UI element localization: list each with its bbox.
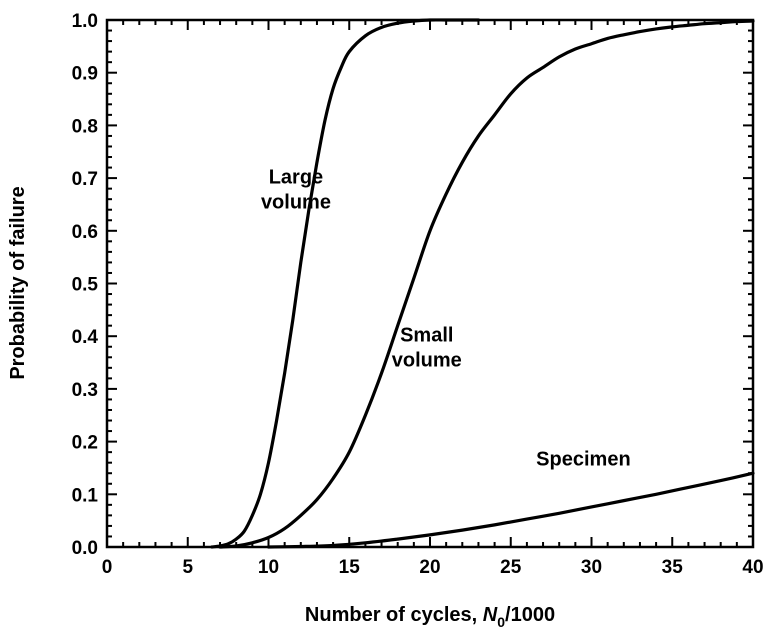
y-tick-label: 0.2 [72,433,98,454]
y-tick-labels: 0.0 0.1 0.2 0.3 0.4 0.5 0.6 0.7 0.8 0.9 1.0 [72,11,99,559]
curves-layer [210,18,755,549]
y-tick-label: 1.0 [72,11,98,32]
y-tick-label: 0.0 [72,538,98,559]
y-tick-label: 0.1 [72,485,99,506]
x-tick-label: 40 [742,557,763,578]
annotation-0: Large volume [261,166,331,213]
ticks-layer [107,20,753,547]
x-tick-label: 30 [581,557,602,578]
annotation-line: Small [400,324,453,346]
y-tick-label: 0.3 [72,380,98,401]
x-axis-label-text: Number of cycles, [305,604,483,626]
y-tick-label: 0.9 [72,64,98,85]
x-tick-label: 20 [419,557,440,578]
y-axis-label: Probability of failure [7,186,29,379]
x-tick-label: 15 [339,557,361,578]
series-line-0 [210,18,481,549]
y-tick-label: 0.5 [72,275,99,296]
annotation-line: volume [261,191,331,213]
annotation-1: Small volume [392,324,462,371]
x-tick-labels: 0 5 10 15 20 25 30 35 40 [102,557,764,578]
x-tick-label: 25 [500,557,522,578]
series-line-2 [266,471,755,549]
annotations-layer: Large volume Small volume Specimen [261,166,631,470]
annotation-line: volume [392,349,462,371]
x-axis-label: Number of cycles, N0/1000 [305,604,555,630]
annotation-line: Specimen [536,448,630,470]
x-axis-label-sub: 0 [497,614,505,630]
x-tick-label: 10 [258,557,279,578]
x-tick-label: 0 [102,557,113,578]
y-tick-label: 0.6 [72,222,98,243]
x-axis-label-var: N [483,604,498,626]
annotation-2: Specimen [536,448,630,470]
x-tick-label: 35 [662,557,684,578]
annotation-line: Large [269,166,323,188]
x-axis-label-suffix: /1000 [505,604,555,626]
y-tick-label: 0.8 [72,116,98,137]
x-tick-label: 5 [182,557,193,578]
y-tick-label: 0.7 [72,169,98,190]
plot-frame [105,18,755,549]
series-line-1 [218,19,755,549]
y-tick-label: 0.4 [72,327,99,348]
